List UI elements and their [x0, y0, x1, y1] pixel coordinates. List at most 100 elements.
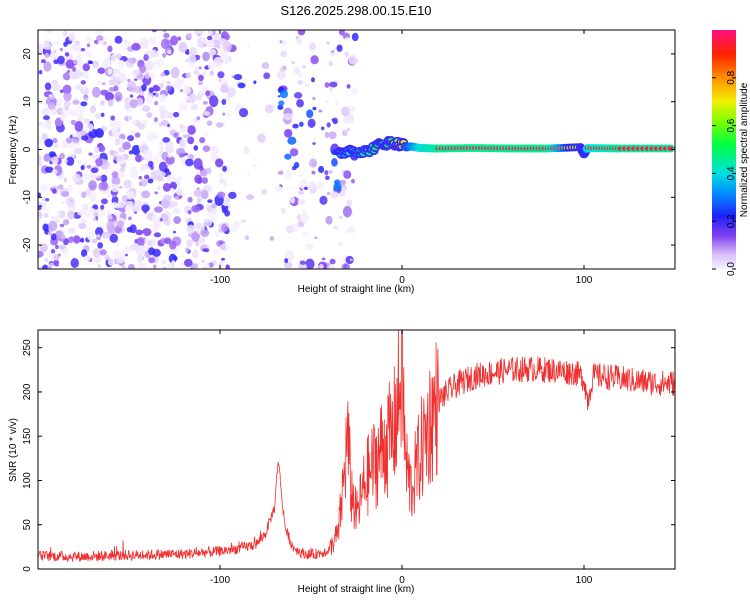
heatmap-cell [339, 216, 343, 219]
heatmap-cell [179, 153, 184, 158]
heatmap-cell [261, 189, 268, 195]
heatmap-cell [208, 48, 217, 56]
heatmap-cell [165, 155, 175, 165]
heatmap-cell [62, 84, 72, 95]
heatmap-cell [40, 59, 46, 64]
heatmap-cell [131, 144, 141, 156]
colorbar-gradient [712, 30, 736, 269]
heatmap-cell [186, 224, 196, 234]
heatmap-cell [326, 41, 330, 45]
heatmap-cell [124, 253, 128, 257]
heatmap-cell [97, 67, 106, 74]
heatmap-cell [152, 120, 160, 125]
heatmap-cell [107, 99, 114, 105]
heatmap-cell [179, 124, 184, 129]
heatmap-cell [117, 220, 124, 229]
heatmap-cell [315, 265, 320, 269]
heatmap-cell [297, 80, 304, 85]
heatmap-cell [122, 141, 131, 150]
heatmap-cell [129, 221, 134, 225]
heatmap-cell [343, 170, 352, 179]
heatmap-cell [226, 113, 231, 118]
heatmap-cell [111, 171, 119, 179]
heatmap-cell [211, 203, 217, 209]
heatmap-cell [88, 60, 94, 65]
heatmap-cell [183, 86, 191, 95]
heatmap-cell [63, 158, 68, 163]
heatmap-cell [335, 100, 339, 105]
heatmap-cell [224, 96, 231, 102]
snr-x-tick-label: 0 [399, 575, 405, 586]
heatmap-cell [100, 204, 105, 210]
heatmap-cell [289, 148, 299, 157]
heatmap-cell [92, 217, 97, 221]
heatmap-cell [137, 123, 146, 130]
heatmap-cell [166, 150, 171, 153]
heatmap-cell [233, 73, 243, 81]
heatmap-cell [173, 78, 184, 90]
heatmap-cell [326, 122, 331, 128]
heatmap-cell [167, 49, 172, 55]
heatmap-cell [88, 180, 97, 191]
heatmap-cell [100, 181, 109, 191]
heatmap-cell [88, 152, 93, 156]
heatmap-cell [205, 90, 211, 97]
heatmap-cell [77, 159, 82, 164]
heatmap-cell [325, 99, 330, 104]
heatmap-cell [279, 89, 289, 99]
heatmap-cell [310, 55, 319, 65]
heatmap-cell [162, 30, 167, 33]
heatmap-cell [217, 71, 225, 79]
heatmap-cell [52, 168, 58, 175]
heatmap-cell [217, 191, 226, 198]
heatmap-cell [187, 210, 192, 215]
heatmap-cell [220, 257, 226, 261]
heatmap-cell [38, 250, 44, 258]
heatmap-cell [100, 174, 108, 183]
heatmap-cell [47, 266, 52, 269]
heatmap-cell [201, 259, 206, 263]
heatmap-cell [160, 38, 170, 50]
heatmap-cell [151, 214, 161, 225]
heatmap-x-tick-label: 100 [576, 275, 593, 286]
heatmap-cell [101, 60, 111, 69]
heatmap-cell [116, 153, 125, 165]
heatmap-cell [84, 97, 89, 101]
heatmap-cell [184, 247, 190, 253]
heatmap-cell [116, 53, 122, 60]
heatmap-cell [211, 150, 217, 158]
heatmap-cell [162, 137, 170, 143]
heatmap-cell [100, 198, 108, 205]
heatmap-cell [159, 93, 167, 103]
heatmap-cell [201, 177, 208, 184]
heatmap-cell [43, 153, 51, 162]
heatmap-x-ticks: -100 0 100 [210, 30, 593, 286]
heatmap-cell [65, 137, 73, 144]
heatmap-cell [107, 258, 115, 266]
snr-y-tick-label: 0 [22, 566, 33, 572]
heatmap-cell [196, 116, 201, 121]
heatmap-cell [153, 232, 162, 238]
heatmap-cell [88, 192, 92, 196]
heatmap-x-label: Height of straight line (km) [298, 284, 415, 295]
heatmap-cell [86, 123, 94, 132]
heatmap-cell [336, 44, 343, 52]
heatmap-cell [154, 191, 159, 195]
heatmap-cell [312, 142, 316, 145]
heatmap-cell [77, 104, 86, 113]
heatmap-cell [38, 61, 42, 66]
heatmap-cell [328, 169, 333, 175]
heatmap-cell [121, 195, 128, 203]
colorbar-tick-label: 0.0 [726, 262, 737, 276]
heatmap-cell [162, 266, 167, 269]
heatmap-cell [173, 132, 179, 138]
heatmap-cell [208, 95, 219, 108]
heatmap-cell [299, 121, 304, 127]
heatmap-cell [237, 82, 246, 89]
heatmap-cell [80, 47, 86, 52]
heatmap-cell [297, 199, 305, 205]
snr-y-tick-label: 200 [22, 383, 33, 400]
heatmap-cell [59, 223, 65, 228]
heatmap-cell [246, 194, 255, 200]
